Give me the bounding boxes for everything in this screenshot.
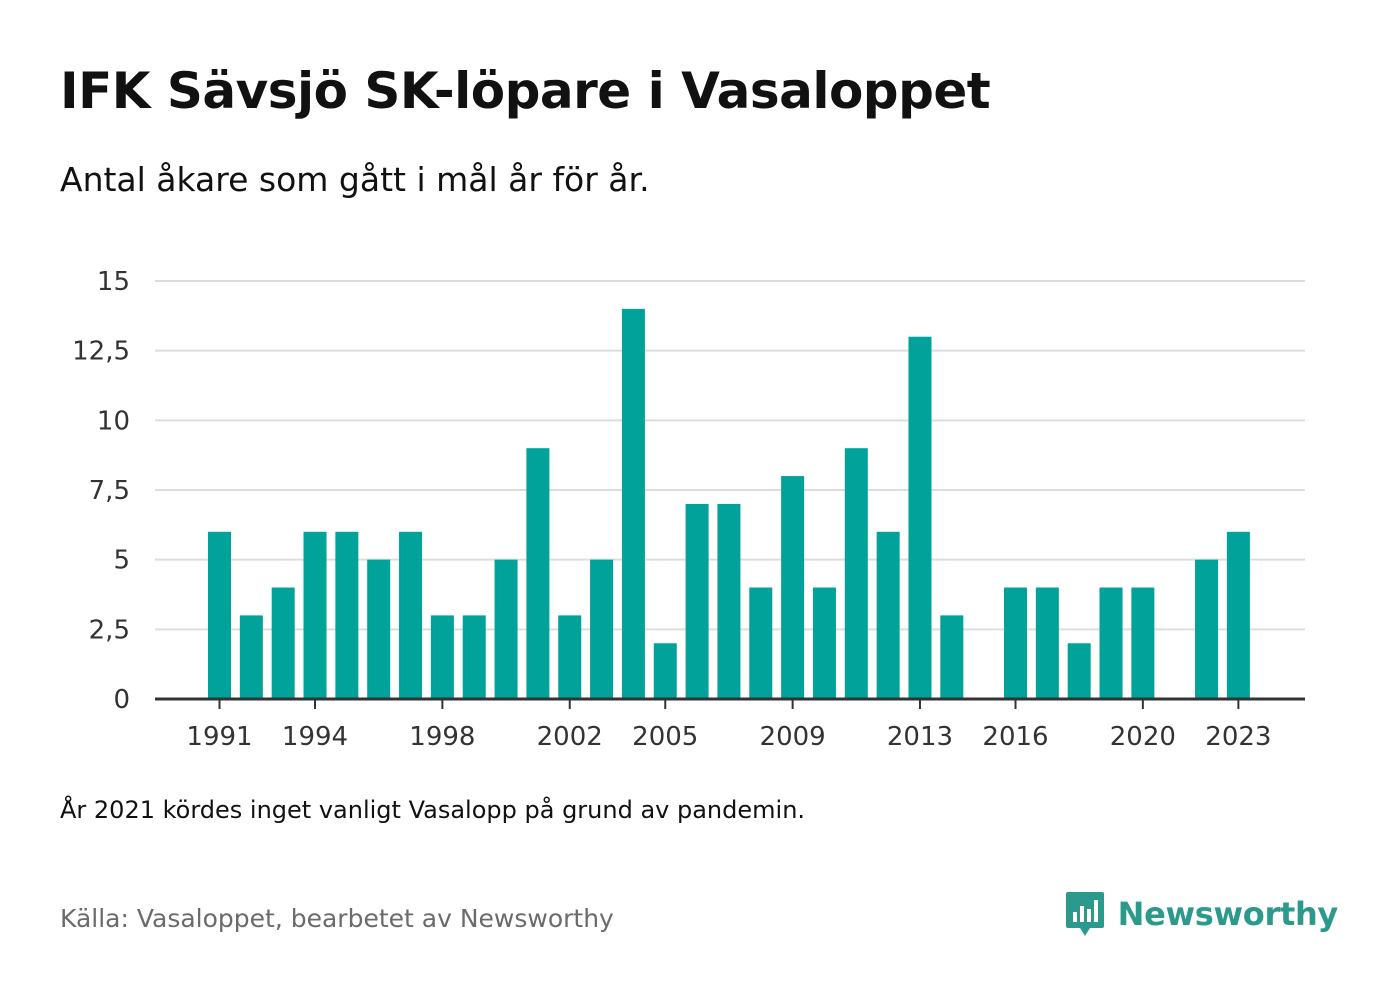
x-tick-label: 2020 bbox=[1110, 722, 1176, 752]
bar-1992 bbox=[239, 615, 263, 699]
x-tick-label: 2002 bbox=[537, 722, 603, 752]
x-tick-label: 2016 bbox=[982, 722, 1048, 752]
y-tick-label: 7,5 bbox=[89, 476, 130, 506]
bar-2006 bbox=[685, 503, 709, 699]
bar-2001 bbox=[526, 448, 550, 699]
bar-2003 bbox=[590, 559, 614, 699]
bar-2011 bbox=[844, 448, 868, 699]
y-tick-label: 12,5 bbox=[72, 337, 130, 367]
brand-name: Newsworthy bbox=[1117, 895, 1339, 933]
y-axis-labels: 0 2,5 5 7,5 10 12,5 15 bbox=[72, 267, 130, 715]
bar-2010 bbox=[812, 587, 836, 699]
bar-2000 bbox=[494, 559, 518, 699]
bar-1991 bbox=[208, 531, 231, 699]
y-tick-label: 10 bbox=[97, 406, 130, 436]
bar-2022 bbox=[1195, 559, 1219, 699]
bar-1993 bbox=[271, 587, 295, 699]
bar-2013 bbox=[908, 336, 932, 699]
bar-1998 bbox=[430, 615, 454, 699]
bar-2014 bbox=[940, 615, 964, 699]
newsworthy-logo-icon bbox=[1065, 892, 1104, 936]
bar-2002 bbox=[558, 615, 582, 699]
x-tick-label: 2023 bbox=[1205, 722, 1271, 752]
y-tick-label: 0 bbox=[113, 685, 130, 715]
bar-2008 bbox=[749, 587, 773, 699]
source-text: Källa: Vasaloppet, bearbetet av Newswort… bbox=[60, 904, 614, 933]
bar-2018 bbox=[1067, 643, 1091, 699]
bar-2020 bbox=[1131, 587, 1155, 699]
x-axis-labels: 1991 1994 1998 2002 2005 2009 2013 2016 2020 2023 bbox=[186, 699, 1271, 752]
bar-1994 bbox=[303, 531, 327, 699]
bar-2016 bbox=[1004, 587, 1027, 699]
brand-logo[interactable]: Newsworthy bbox=[1064, 890, 1338, 938]
bar-1997 bbox=[399, 531, 423, 699]
x-tick-label: 2009 bbox=[760, 722, 826, 752]
bar-2012 bbox=[876, 531, 900, 699]
bar-1996 bbox=[367, 559, 391, 699]
bar-2005 bbox=[653, 643, 677, 699]
bar-chart: 0 2,5 5 7,5 10 12,5 15 1991 1994 1998 2002 2005 200… bbox=[72, 267, 1305, 752]
bar-2004 bbox=[621, 308, 645, 699]
y-tick-label: 15 bbox=[97, 267, 130, 297]
x-tick-label: 2005 bbox=[632, 722, 698, 752]
bar-2019 bbox=[1099, 587, 1123, 699]
x-tick-label: 2013 bbox=[887, 722, 953, 752]
x-tick-label: 1994 bbox=[282, 722, 348, 752]
x-tick-label: 1991 bbox=[186, 722, 252, 752]
bar-2009 bbox=[781, 476, 805, 699]
x-tick-label: 1998 bbox=[409, 722, 475, 752]
bar-2007 bbox=[717, 503, 741, 699]
bar-1999 bbox=[462, 615, 486, 699]
bars bbox=[208, 308, 1250, 699]
bar-1995 bbox=[335, 531, 359, 699]
y-tick-label: 5 bbox=[113, 546, 130, 576]
footnote: År 2021 kördes inget vanligt Vasalopp på… bbox=[60, 796, 806, 824]
chart-subtitle: Antal åkare som gått i mål år för år. bbox=[60, 160, 650, 199]
chart-title: IFK Sävsjö SK-löpare i Vasaloppet bbox=[60, 62, 991, 120]
bar-2023 bbox=[1226, 531, 1250, 699]
y-tick-label: 2,5 bbox=[89, 615, 130, 645]
bar-2017 bbox=[1035, 587, 1059, 699]
